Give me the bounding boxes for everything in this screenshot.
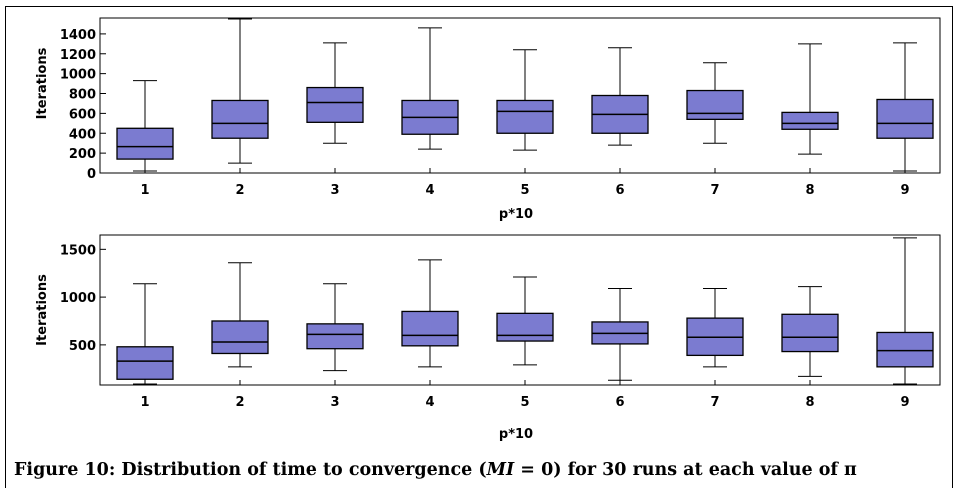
box-4 [401, 259, 459, 368]
iqr-box [211, 320, 269, 355]
y-tick-label: 1500 [60, 243, 96, 258]
box-8 [781, 286, 839, 377]
iqr-box [876, 331, 934, 368]
x-tick-label: 2 [235, 395, 244, 410]
x-tick-label: 1 [140, 395, 149, 410]
box-7 [686, 62, 744, 144]
y-tick-label: 1200 [60, 48, 96, 63]
x-tick-label: 3 [330, 395, 339, 410]
figure-caption: Figure 10: Distribution of time to conve… [14, 460, 857, 480]
y-tick-label: 1000 [60, 291, 96, 306]
chart-panel-2: 500 1000 1500 Iterations 1 2 3 4 5 6 7 8 9 p*10 [35, 234, 941, 442]
x-tick-label: 9 [900, 183, 909, 198]
box-1 [116, 283, 174, 385]
x-tick-label: 4 [425, 395, 434, 410]
x-tick-label: 1 [140, 183, 149, 198]
x-tick-label: 8 [805, 395, 814, 410]
plot-area-frame [99, 234, 941, 386]
y-tick-label: 500 [69, 339, 96, 354]
caption-label: Figure 10: [14, 460, 116, 480]
x-axis-label: p*10 [499, 207, 533, 222]
y-tick-label: 800 [69, 88, 96, 103]
y-tick-label: 200 [69, 147, 96, 162]
caption-var: MI [486, 460, 515, 480]
iqr-box [306, 323, 364, 350]
x-tick-label: 6 [615, 183, 624, 198]
box-6 [591, 47, 649, 146]
x-tick-label: 8 [805, 183, 814, 198]
iqr-box [876, 98, 934, 139]
x-tick-label: 6 [615, 395, 624, 410]
x-tick-label: 4 [425, 183, 434, 198]
chart-panel-1: 0 200 400 600 800 1000 1200 1400 Iterations 1 2 3 4 5… [35, 17, 941, 222]
y-tick-label: 0 [87, 167, 96, 182]
iqr-box [306, 86, 364, 123]
y-axis-label: Iterations [35, 274, 50, 346]
x-tick-label: 5 [520, 395, 529, 410]
y-tick-label: 1000 [60, 68, 96, 83]
y-axis-label: Iterations [35, 47, 50, 119]
box-2 [211, 18, 269, 164]
box-4 [401, 27, 459, 150]
box-5 [496, 276, 554, 366]
caption-symbol: π [844, 460, 857, 480]
iqr-box [781, 313, 839, 353]
iqr-box [116, 346, 174, 380]
iqr-box [686, 89, 744, 120]
box-8 [781, 43, 839, 155]
x-tick-label: 7 [710, 395, 719, 410]
x-tick-label: 7 [710, 183, 719, 198]
iqr-box [211, 99, 269, 139]
box-6 [591, 288, 649, 381]
y-tick-label: 1400 [60, 28, 96, 43]
box-3 [306, 42, 364, 144]
x-axis-label: p*10 [499, 427, 533, 442]
x-tick-label: 5 [520, 183, 529, 198]
box-9 [876, 42, 934, 172]
box-7 [686, 288, 744, 368]
y-tick-label: 400 [69, 127, 96, 142]
caption-text-before: Distribution of time to convergence ( [121, 460, 487, 480]
iqr-box [781, 111, 839, 130]
box-3 [306, 283, 364, 372]
box-5 [496, 49, 554, 151]
plot-area-frame [99, 17, 941, 174]
figure-frame [5, 6, 953, 488]
box-2 [211, 262, 269, 368]
box-9 [876, 237, 934, 385]
iqr-box [496, 312, 554, 342]
x-tick-label: 9 [900, 395, 909, 410]
caption-text-after: = 0) for 30 runs at each value of [514, 460, 838, 480]
box-1 [116, 80, 174, 172]
x-tick-label: 3 [330, 183, 339, 198]
y-tick-label: 600 [69, 107, 96, 122]
iqr-box [116, 127, 174, 160]
iqr-box [496, 99, 554, 134]
iqr-box [401, 310, 459, 347]
x-tick-label: 2 [235, 183, 244, 198]
